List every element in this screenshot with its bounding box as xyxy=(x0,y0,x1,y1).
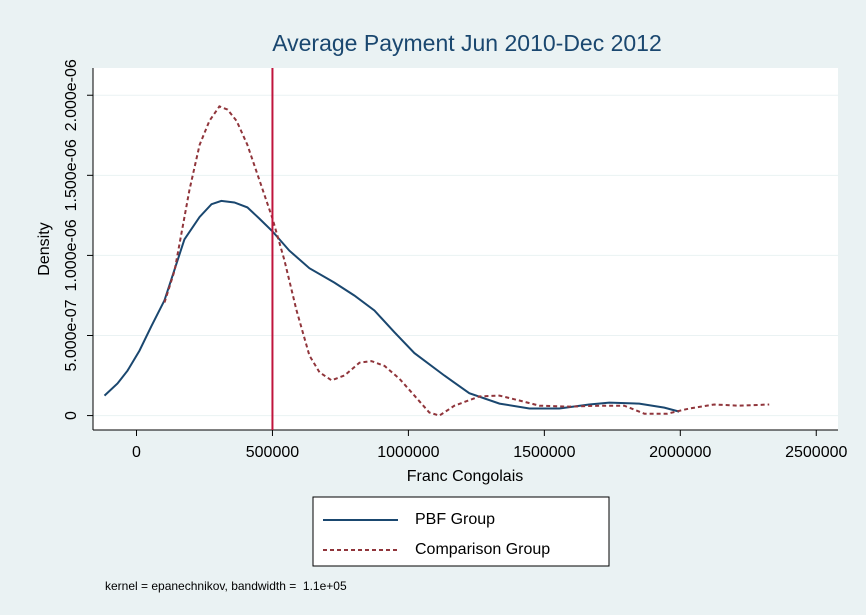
x-tick-label: 2500000 xyxy=(785,444,847,461)
line-series xyxy=(163,105,770,417)
y-tick-label: 2.000e-06 xyxy=(63,59,80,131)
y-tick-label: 0 xyxy=(63,411,80,420)
x-tick-label: 0 xyxy=(132,444,141,461)
y-tick-label: 1.000e-06 xyxy=(63,219,80,291)
legend-label: Comparison Group xyxy=(415,541,550,558)
x-tick-label: 1000000 xyxy=(377,444,439,461)
note: kernel = epanechnikov, bandwidth = 1.1e+… xyxy=(105,579,347,593)
legend-label: PBF Group xyxy=(415,511,495,528)
plot-area xyxy=(93,68,838,430)
y-tick-label: 5.000e-07 xyxy=(63,299,80,371)
legend xyxy=(312,496,610,567)
x-tick-label: 1500000 xyxy=(513,444,575,461)
x-tick-label: 2000000 xyxy=(649,444,711,461)
y-axis-label: Density xyxy=(36,222,53,275)
chart-title: Average Payment Jun 2010-Dec 2012 xyxy=(272,30,662,56)
y-tick-label: 1.500e-06 xyxy=(63,139,80,211)
x-axis-label: Franc Congolais xyxy=(407,468,524,485)
x-tick-label: 500000 xyxy=(246,444,299,461)
